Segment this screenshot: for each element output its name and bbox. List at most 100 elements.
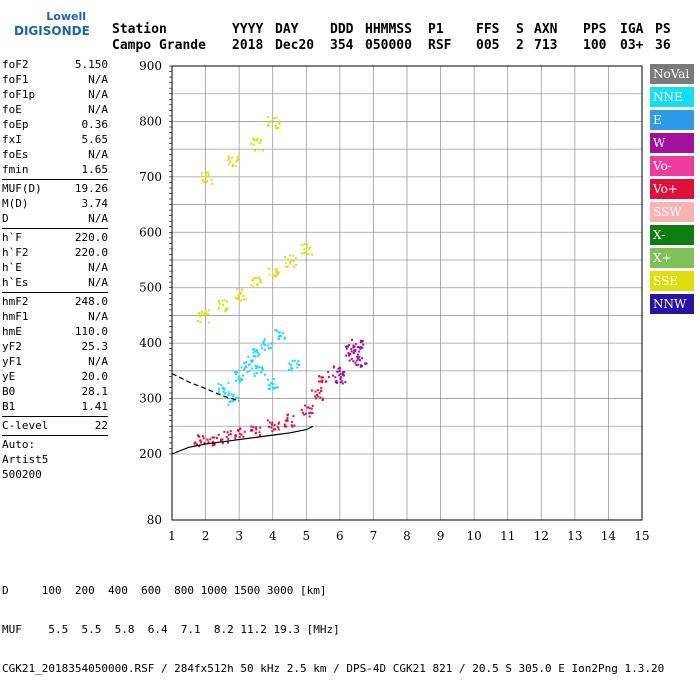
- data-point-w: [341, 372, 344, 375]
- data-point-w: [355, 363, 358, 366]
- data-point-vo: [209, 438, 212, 441]
- panel-divider: [2, 416, 108, 417]
- param-row-he: h`E N/A: [2, 261, 108, 276]
- data-point-nne: [261, 347, 264, 350]
- param-value: N/A: [88, 355, 108, 368]
- data-point-vo: [240, 433, 243, 436]
- param-row-yf2: yF2 25.3: [2, 340, 108, 355]
- data-point-sse: [200, 310, 203, 313]
- data-point-nne: [293, 359, 296, 362]
- data-point-nne: [240, 366, 243, 369]
- curve-trace: [171, 373, 240, 402]
- data-point-sse: [268, 121, 271, 124]
- data-point-w: [352, 346, 355, 349]
- data-point-vo: [223, 430, 226, 433]
- logo-lowell-text: Lowell: [46, 10, 86, 23]
- data-point-vo: [195, 443, 198, 446]
- param-row-fof2: foF2 5.150: [2, 58, 108, 73]
- data-point-vo: [310, 389, 313, 392]
- data-point-w: [353, 345, 356, 348]
- data-point-vo: [318, 391, 321, 394]
- param-row-clevel: C-level 22: [2, 419, 108, 434]
- data-point-nne: [223, 387, 226, 390]
- data-point-sse: [224, 299, 227, 302]
- header-pps-value: 100: [583, 38, 607, 53]
- data-point-nne: [247, 355, 250, 358]
- param-row-foep: foEp 0.36: [2, 118, 108, 133]
- param-value: N/A: [88, 88, 108, 101]
- data-point-sse: [292, 260, 295, 263]
- data-point-sse: [235, 160, 238, 163]
- data-point-sse: [274, 268, 277, 271]
- data-point-vo: [211, 436, 214, 439]
- data-point-nne: [262, 341, 265, 344]
- data-point-sse: [255, 138, 258, 141]
- param-value: 110.0: [74, 325, 108, 338]
- data-point-vo: [215, 437, 218, 440]
- y-tick-label: 800: [139, 114, 162, 128]
- data-point-nne: [267, 344, 270, 347]
- x-tick-label: 14: [601, 529, 617, 543]
- data-point-vo: [291, 420, 294, 423]
- data-point-nne: [238, 375, 241, 378]
- data-point-sse: [205, 171, 208, 174]
- data-point-sse: [228, 157, 231, 160]
- data-point-sse: [266, 123, 269, 126]
- header-hhmmss-label: HHMMSS: [365, 22, 412, 37]
- data-point-nne: [269, 384, 272, 387]
- legend-e: E: [650, 110, 694, 130]
- data-point-sse: [205, 174, 208, 177]
- data-point-w: [358, 355, 361, 358]
- data-point-sse: [235, 287, 238, 290]
- curve-profile: [171, 425, 314, 455]
- data-point-vo: [234, 434, 237, 437]
- data-point-vo: [268, 421, 271, 424]
- data-point-sse: [207, 171, 210, 174]
- param-key: hmE: [2, 325, 22, 338]
- data-point-sse: [240, 288, 243, 291]
- data-point-sse: [201, 178, 204, 181]
- legend-noval: NoVal: [650, 64, 694, 84]
- data-point-sse: [295, 263, 298, 266]
- data-point-nne: [250, 360, 253, 363]
- data-point-sse: [236, 156, 239, 159]
- data-point-vo: [250, 429, 253, 432]
- param-row-fof1: foF1 N/A: [2, 73, 108, 88]
- data-point-nne: [290, 364, 293, 367]
- data-point-vo: [199, 439, 202, 442]
- data-point-vo: [283, 423, 286, 426]
- header-ffs-label: FFS: [476, 22, 500, 37]
- y-tick-label: 700: [139, 170, 162, 184]
- data-point-vo: [212, 440, 215, 443]
- data-point-w: [343, 374, 346, 377]
- data-point-sse: [274, 124, 277, 127]
- data-point-vo: [270, 423, 273, 426]
- data-point-w: [332, 374, 335, 377]
- data-point-nne: [269, 347, 272, 350]
- data-point-vo: [213, 436, 216, 439]
- data-point-nne: [272, 387, 275, 390]
- data-point-vo: [307, 406, 310, 409]
- data-point-sse: [275, 127, 278, 130]
- panel-divider: [2, 292, 108, 293]
- data-point-sse: [204, 312, 207, 315]
- data-point-vo: [197, 434, 200, 437]
- data-point-vo: [317, 395, 320, 398]
- data-point-nne: [270, 342, 273, 345]
- data-point-sse: [228, 163, 231, 166]
- param-key: h`F2: [2, 246, 29, 259]
- data-point-vo: [311, 404, 314, 407]
- param-row-hmf2: hmF2 248.0: [2, 295, 108, 310]
- data-point-vo: [274, 428, 277, 431]
- data-point-nne: [255, 372, 258, 375]
- data-point-sse: [268, 267, 271, 270]
- data-point-w: [334, 376, 337, 379]
- data-point-sse: [290, 260, 293, 263]
- data-point-nne: [256, 366, 259, 369]
- data-point-nne: [252, 351, 255, 354]
- param-value: 220.0: [74, 231, 108, 244]
- data-point-w: [350, 357, 353, 360]
- data-point-w: [361, 339, 364, 342]
- data-point-nne: [236, 371, 239, 374]
- autoscale-info-line: Artist5: [2, 453, 49, 466]
